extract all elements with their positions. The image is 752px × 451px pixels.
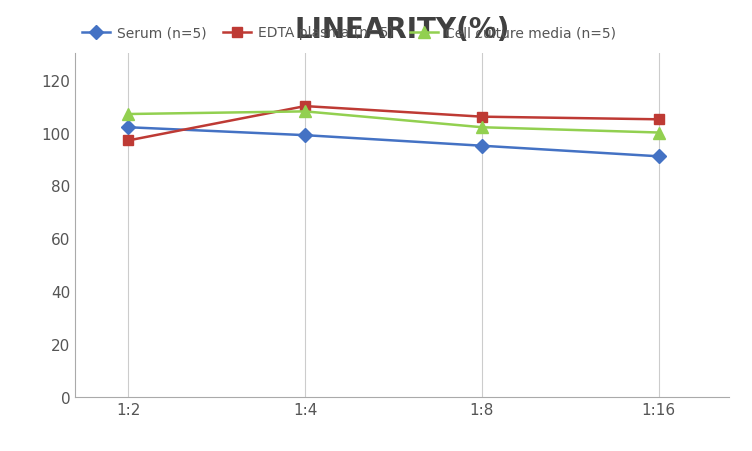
- Line: EDTA plasma (n=5): EDTA plasma (n=5): [123, 102, 663, 146]
- Serum (n=5): [301, 133, 310, 138]
- Cell culture media (n=5): [301, 110, 310, 115]
- Serum (n=5): [478, 144, 487, 149]
- Line: Cell culture media (n=5): Cell culture media (n=5): [123, 106, 664, 139]
- EDTA plasma (n=5): [124, 138, 133, 144]
- Title: LINEARITY(%): LINEARITY(%): [295, 15, 510, 43]
- Legend: Serum (n=5), EDTA plasma (n=5), Cell culture media (n=5): Serum (n=5), EDTA plasma (n=5), Cell cul…: [82, 26, 616, 40]
- Cell culture media (n=5): [124, 112, 133, 117]
- Serum (n=5): [654, 154, 663, 160]
- Serum (n=5): [124, 125, 133, 131]
- Line: Serum (n=5): Serum (n=5): [123, 123, 663, 162]
- Cell culture media (n=5): [654, 130, 663, 136]
- EDTA plasma (n=5): [301, 104, 310, 110]
- EDTA plasma (n=5): [478, 115, 487, 120]
- Cell culture media (n=5): [478, 125, 487, 131]
- EDTA plasma (n=5): [654, 117, 663, 123]
